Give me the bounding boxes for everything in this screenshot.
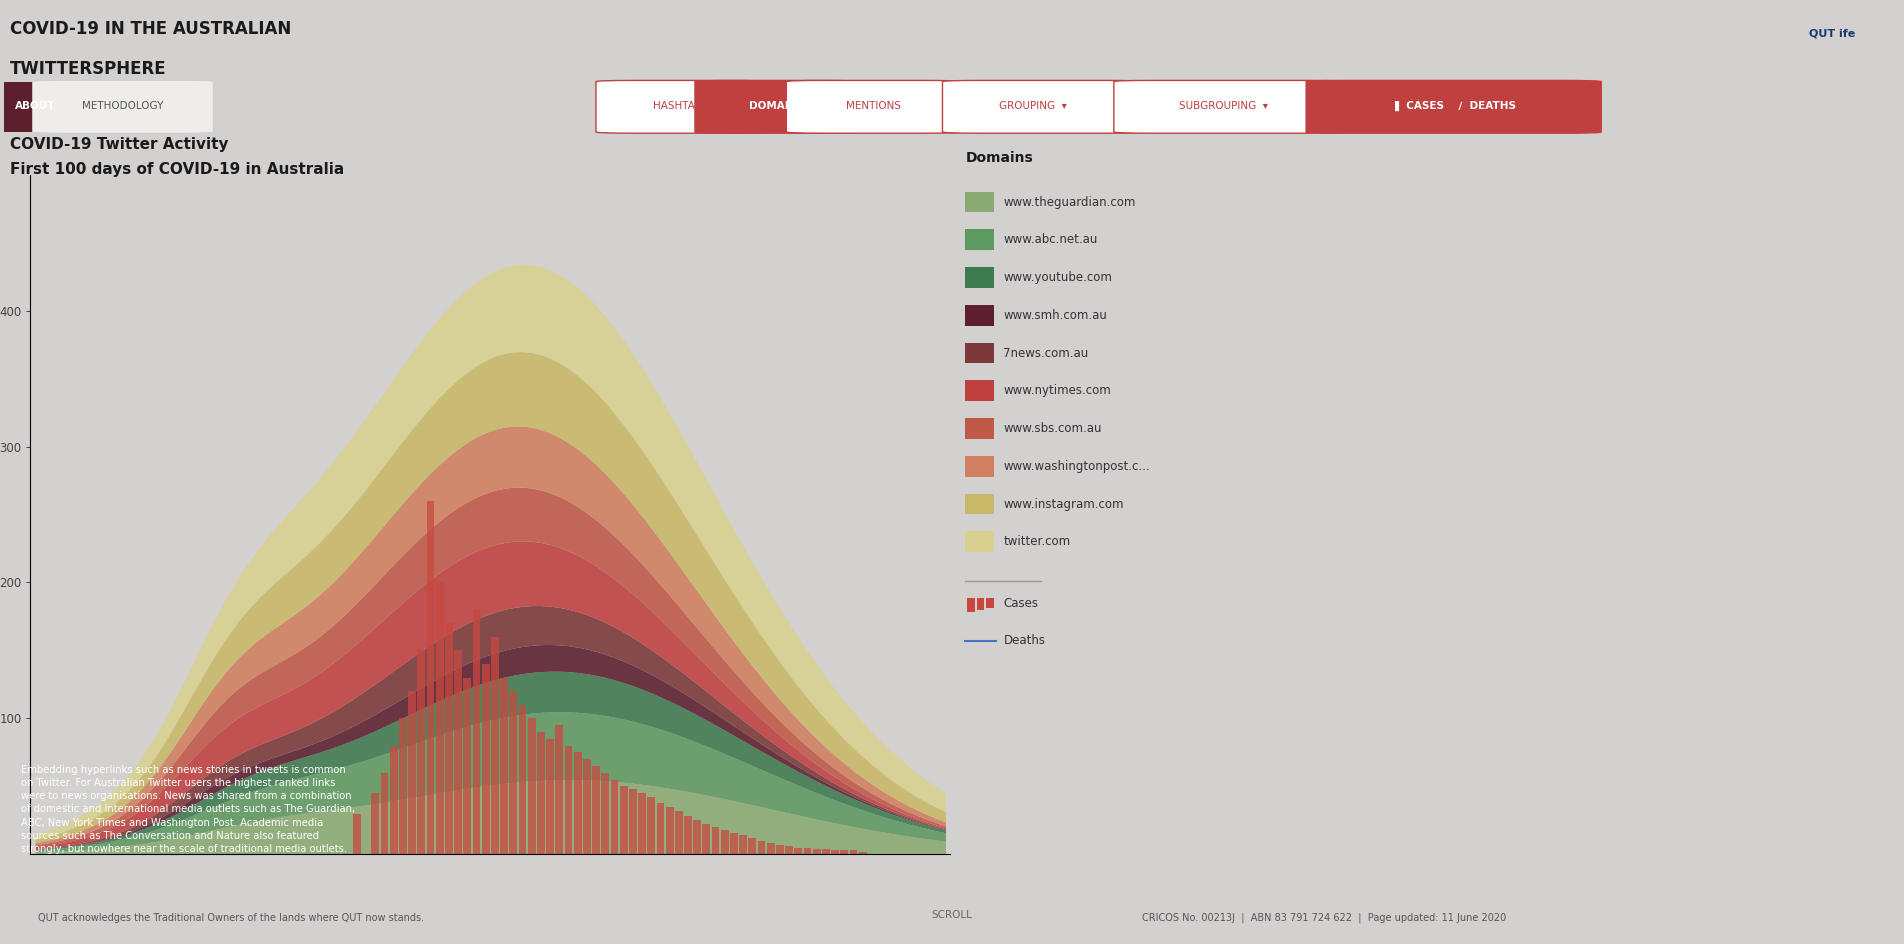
Bar [371, 793, 379, 854]
Text: SUBGROUPING  ▾: SUBGROUPING ▾ [1179, 101, 1268, 111]
Bar [407, 691, 415, 854]
Bar [767, 843, 775, 854]
Text: COVID-19 Twitter Activity: COVID-19 Twitter Activity [10, 137, 228, 152]
Bar [556, 725, 564, 854]
FancyBboxPatch shape [1306, 80, 1601, 133]
Bar [832, 851, 840, 854]
Bar [840, 851, 849, 854]
Text: DOMAINS: DOMAINS [748, 101, 805, 111]
Text: Cases: Cases [1003, 597, 1038, 610]
Bar [638, 793, 645, 854]
Text: QUT ife: QUT ife [1809, 28, 1856, 38]
FancyBboxPatch shape [942, 80, 1144, 133]
Bar [426, 501, 434, 854]
Text: www.nytimes.com: www.nytimes.com [1003, 384, 1112, 397]
Bar [527, 718, 535, 854]
Bar [693, 820, 701, 854]
Text: TWITTERSPHERE: TWITTERSPHERE [10, 60, 166, 78]
FancyBboxPatch shape [786, 80, 962, 133]
Bar [777, 845, 784, 854]
Bar [446, 623, 453, 854]
Bar [510, 691, 518, 854]
FancyBboxPatch shape [32, 80, 213, 133]
Bar [628, 789, 636, 854]
Bar [684, 817, 691, 854]
Bar [712, 827, 720, 854]
Text: HASHTAGS: HASHTAGS [653, 101, 710, 111]
Text: COVID-19 IN THE AUSTRALIAN: COVID-19 IN THE AUSTRALIAN [10, 20, 291, 38]
Text: www.abc.net.au: www.abc.net.au [1003, 233, 1099, 246]
Bar [482, 664, 489, 854]
Text: www.washingtonpost.c...: www.washingtonpost.c... [1003, 460, 1150, 473]
Bar [758, 841, 765, 854]
Bar [352, 814, 362, 854]
Text: ABOUT: ABOUT [15, 101, 55, 111]
Bar [803, 848, 811, 854]
FancyBboxPatch shape [4, 82, 67, 132]
Bar [619, 786, 628, 854]
Bar [491, 637, 499, 854]
Bar [823, 849, 830, 854]
Bar [657, 802, 664, 854]
Text: First 100 days of COVID-19 in Australia: First 100 days of COVID-19 in Australia [10, 162, 345, 177]
Text: Domains: Domains [965, 151, 1034, 165]
Text: www.youtube.com: www.youtube.com [1003, 271, 1112, 284]
Bar [565, 746, 573, 854]
Bar [611, 780, 619, 854]
Bar [729, 833, 739, 854]
Text: ▐  CASES    ∕  DEATHS: ▐ CASES ∕ DEATHS [1392, 101, 1516, 111]
Bar [813, 849, 821, 854]
FancyBboxPatch shape [695, 80, 859, 133]
Text: SCROLL: SCROLL [931, 910, 973, 920]
Bar [573, 752, 581, 854]
Text: METHODOLOGY: METHODOLOGY [82, 101, 164, 111]
Bar [666, 807, 674, 854]
Bar [472, 610, 480, 854]
Bar [436, 582, 444, 854]
Bar [546, 739, 554, 854]
Bar [722, 830, 729, 854]
Bar [381, 773, 388, 854]
Text: www.smh.com.au: www.smh.com.au [1003, 309, 1108, 322]
Text: www.instagram.com: www.instagram.com [1003, 497, 1123, 511]
Bar [748, 838, 756, 854]
Text: twitter.com: twitter.com [1003, 535, 1070, 548]
Bar [417, 650, 425, 854]
Text: Deaths: Deaths [1003, 634, 1045, 648]
Text: MENTIONS: MENTIONS [847, 101, 901, 111]
Text: www.sbs.com.au: www.sbs.com.au [1003, 422, 1102, 435]
Bar [501, 678, 508, 854]
Bar [784, 846, 794, 854]
Text: QUT acknowledges the Traditional Owners of the lands where QUT now stands.: QUT acknowledges the Traditional Owners … [38, 913, 425, 923]
Bar [463, 678, 470, 854]
Text: www.theguardian.com: www.theguardian.com [1003, 195, 1137, 209]
Bar [703, 824, 710, 854]
Bar [647, 798, 655, 854]
Bar [518, 705, 526, 854]
Bar [583, 759, 590, 854]
Bar [859, 851, 866, 854]
FancyBboxPatch shape [1114, 80, 1346, 133]
Bar [390, 746, 398, 854]
Bar [592, 766, 600, 854]
Bar [739, 835, 746, 854]
Bar [537, 732, 545, 854]
Bar [849, 851, 857, 854]
Bar [602, 773, 609, 854]
Bar [400, 718, 407, 854]
Text: Embedding hyperlinks such as news stories in tweets is common
on Twitter. For Au: Embedding hyperlinks such as news storie… [21, 765, 356, 854]
Bar [455, 650, 463, 854]
Text: 7news.com.au: 7news.com.au [1003, 346, 1089, 360]
Bar [674, 811, 684, 854]
Bar [794, 848, 802, 854]
Text: CRICOS No. 00213J  |  ABN 83 791 724 622  |  Page updated: 11 June 2020: CRICOS No. 00213J | ABN 83 791 724 622 |… [1142, 913, 1506, 923]
FancyBboxPatch shape [596, 80, 767, 133]
Text: GROUPING  ▾: GROUPING ▾ [1000, 101, 1066, 111]
